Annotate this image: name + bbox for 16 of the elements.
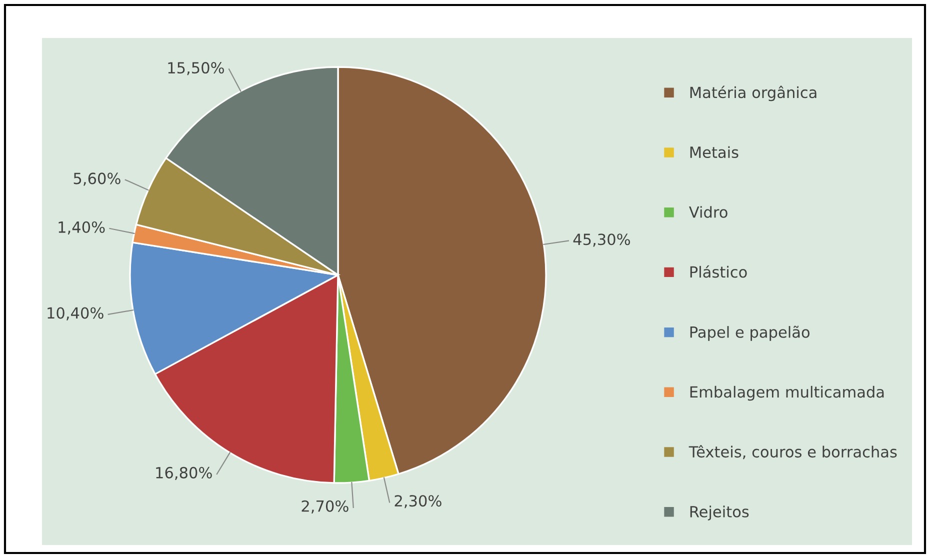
- legend-label: Embalagem multicamada: [690, 386, 884, 401]
- data-label: 2,70%: [302, 500, 348, 514]
- legend-label: Metais: [690, 146, 738, 158]
- legend-label: Vidro: [689, 206, 728, 218]
- data-label: 1,40%: [58, 221, 105, 234]
- data-label: 16,80%: [156, 466, 212, 480]
- legend-label: Plástico: [690, 265, 747, 278]
- data-label: 45,30%: [573, 234, 630, 247]
- data-label: 10,40%: [48, 307, 104, 320]
- legend-label: Matéria orgânica: [690, 86, 816, 102]
- legend-label: Rejeitos: [690, 506, 749, 520]
- data-label: 2,30%: [394, 495, 442, 508]
- legend-label: Têxteis, couros e borrachas: [688, 445, 897, 460]
- data-label: 15,50%: [168, 62, 224, 76]
- data-label: 5,60%: [74, 172, 120, 186]
- legend-label: Papel e papelão: [690, 326, 810, 341]
